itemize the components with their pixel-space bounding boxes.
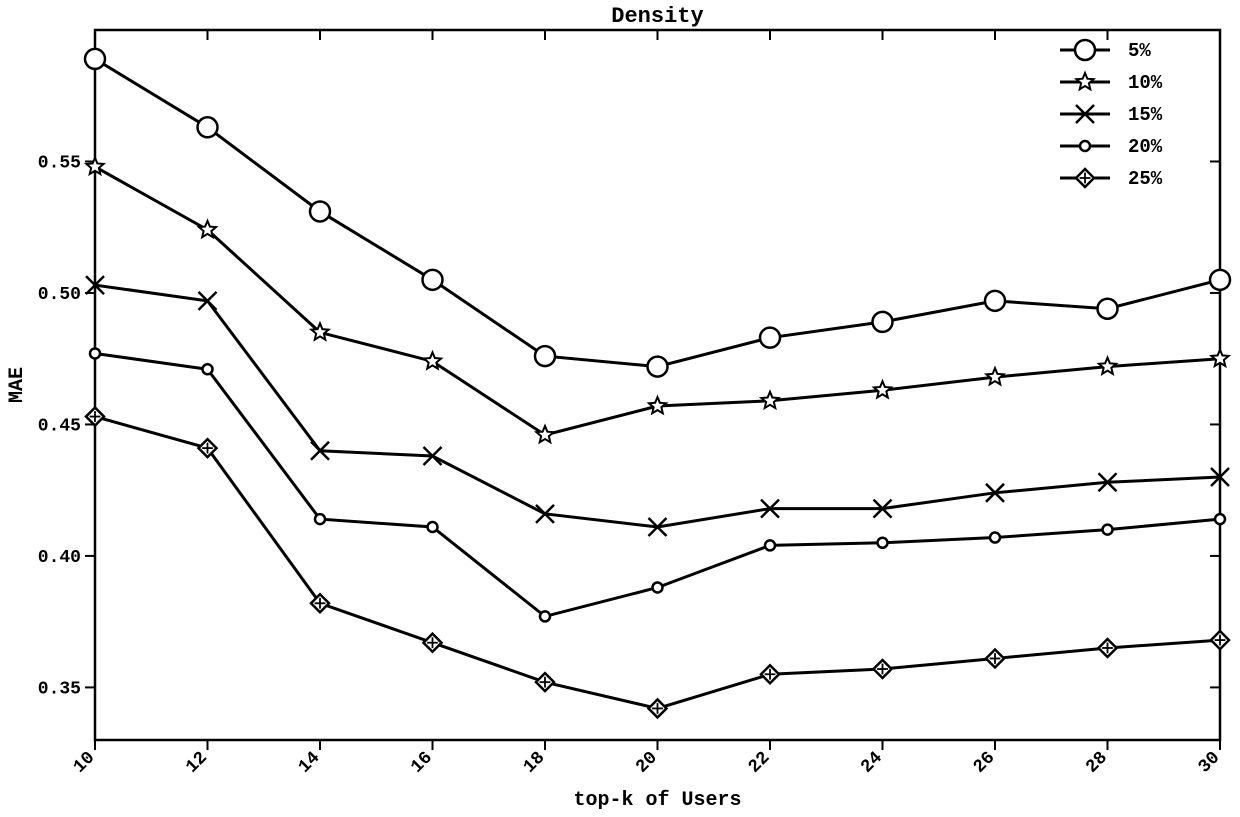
- legend-label: 20%: [1128, 136, 1163, 158]
- chart-title: Density: [611, 4, 703, 29]
- y-tick-label: 0.35: [38, 679, 81, 699]
- legend-label: 15%: [1128, 104, 1163, 126]
- x-axis-label: top-k of Users: [573, 789, 741, 812]
- legend-label: 25%: [1128, 168, 1163, 190]
- legend-label: 5%: [1128, 40, 1151, 62]
- y-tick-label: 0.55: [38, 153, 81, 173]
- legend-label: 10%: [1128, 72, 1163, 94]
- chart-container: 10121416182022242628300.350.400.450.500.…: [0, 0, 1240, 817]
- y-tick-label: 0.50: [38, 285, 81, 305]
- y-axis-label: MAE: [6, 367, 29, 403]
- y-tick-label: 0.45: [38, 416, 81, 436]
- y-tick-label: 0.40: [38, 548, 81, 568]
- density-line-chart: 10121416182022242628300.350.400.450.500.…: [0, 0, 1240, 817]
